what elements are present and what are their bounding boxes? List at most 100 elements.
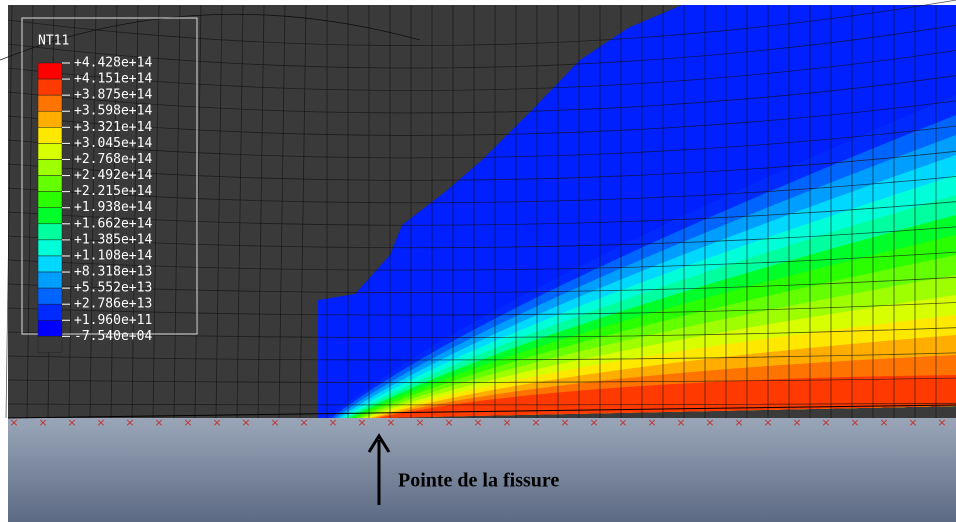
crack-x: × <box>560 416 569 429</box>
annotation: Pointe de la fissure <box>398 470 559 492</box>
arrow-head <box>367 433 391 453</box>
legend-swatch <box>37 320 63 337</box>
mesh-lines <box>0 0 956 419</box>
mesh-line <box>7 352 956 361</box>
crack-x: × <box>589 416 598 429</box>
legend-swatch <box>37 143 63 160</box>
legend-swatch <box>37 62 63 80</box>
crack-marks: × × × × × × × × × × × × × × × × × × × × × × × × × × × × × × × × × <box>9 416 946 429</box>
crack-x: × <box>502 416 511 429</box>
legend-title: NT11 <box>38 34 69 49</box>
crack-x: × <box>705 416 714 429</box>
crack-x: × <box>908 416 917 429</box>
crack-x: × <box>850 416 859 429</box>
legend-label: +2.768e+14 <box>74 152 152 167</box>
mesh-line <box>7 125 956 159</box>
crack-x: × <box>299 416 308 429</box>
legend-label: +4.428e+14 <box>74 56 152 71</box>
legend-swatch <box>37 287 63 305</box>
crack-x: × <box>125 416 134 429</box>
mesh-line <box>7 201 956 226</box>
mesh-line <box>7 402 956 406</box>
crack-x: × <box>937 416 946 429</box>
crack-x: × <box>763 416 772 429</box>
crack-x: × <box>38 416 47 429</box>
legend-label: +1.385e+14 <box>74 232 152 247</box>
mesh-line <box>257 4 265 419</box>
crack-x: × <box>386 416 395 429</box>
mesh-line <box>26 4 34 419</box>
mesh-line <box>7 0 956 46</box>
mesh-line <box>110 4 118 419</box>
mesh-line <box>173 4 181 419</box>
legend-swatch <box>37 303 63 321</box>
crack-x: × <box>734 416 743 429</box>
crack-x: × <box>647 416 656 429</box>
legend-label: +1.938e+14 <box>74 200 152 215</box>
crack-x: × <box>241 416 250 429</box>
mesh-arc <box>0 13 421 61</box>
mesh-line <box>7 226 956 249</box>
legend: +4.428e+14+4.151e+14+3.875e+14+3.598e+14… <box>37 56 152 353</box>
legend-swatch <box>37 159 63 176</box>
mesh-line <box>7 251 956 271</box>
legend-swatch <box>37 207 63 225</box>
crack-x: × <box>415 416 424 429</box>
legend-label: +1.108e+14 <box>74 248 152 263</box>
mesh-line <box>7 302 956 316</box>
mesh-line <box>5 4 13 419</box>
crack-x: × <box>328 416 337 429</box>
crack-x: × <box>357 416 366 429</box>
mesh-line <box>7 75 956 114</box>
legend-swatch <box>37 336 63 353</box>
legend-swatch <box>37 175 63 192</box>
mesh-line <box>7 150 956 181</box>
mesh-line <box>68 4 76 419</box>
mesh-line <box>7 50 956 91</box>
legend-label: +3.321e+14 <box>74 120 152 135</box>
mesh-line <box>299 4 307 419</box>
mesh-line <box>152 4 160 419</box>
crack-x: × <box>9 416 18 429</box>
mesh-line <box>278 4 286 419</box>
crack-x: × <box>676 416 685 429</box>
legend-label: +4.151e+14 <box>74 72 152 87</box>
mesh-line <box>7 24 956 69</box>
legend-swatch <box>37 110 63 128</box>
legend-label: +2.215e+14 <box>74 184 152 199</box>
mesh-line <box>7 100 956 136</box>
mesh-line <box>89 4 97 419</box>
legend-label: +1.662e+14 <box>74 216 152 231</box>
legend-box <box>21 17 198 335</box>
mesh-line <box>236 4 244 419</box>
mesh-line <box>131 4 139 419</box>
legend-label: +1.960e+11 <box>74 313 152 328</box>
legend-label: +2.492e+14 <box>74 168 152 183</box>
legend-swatch <box>37 255 63 273</box>
legend-label: +3.875e+14 <box>74 88 152 103</box>
crack-x: × <box>212 416 221 429</box>
crack-x: × <box>154 416 163 429</box>
crack-x: × <box>473 416 482 429</box>
legend-swatch <box>37 94 63 112</box>
legend-swatch <box>37 223 63 241</box>
mesh-line <box>194 4 202 419</box>
legend-label: +2.786e+13 <box>74 297 152 312</box>
legend-swatch <box>37 239 63 257</box>
crack-x: × <box>879 416 888 429</box>
crack-x: × <box>96 416 105 429</box>
mesh-line <box>215 4 223 419</box>
crack-x: × <box>618 416 627 429</box>
crack-x: × <box>67 416 76 429</box>
legend-swatch <box>37 127 63 144</box>
crack-x: × <box>270 416 279 429</box>
crack-x: × <box>792 416 801 429</box>
crack-x: × <box>183 416 192 429</box>
edge <box>7 404 956 419</box>
mesh-line <box>7 377 956 383</box>
crack-x: × <box>444 416 453 429</box>
mesh-line <box>7 327 956 338</box>
legend-swatch <box>37 191 63 208</box>
legend-label: +3.045e+14 <box>74 136 152 151</box>
